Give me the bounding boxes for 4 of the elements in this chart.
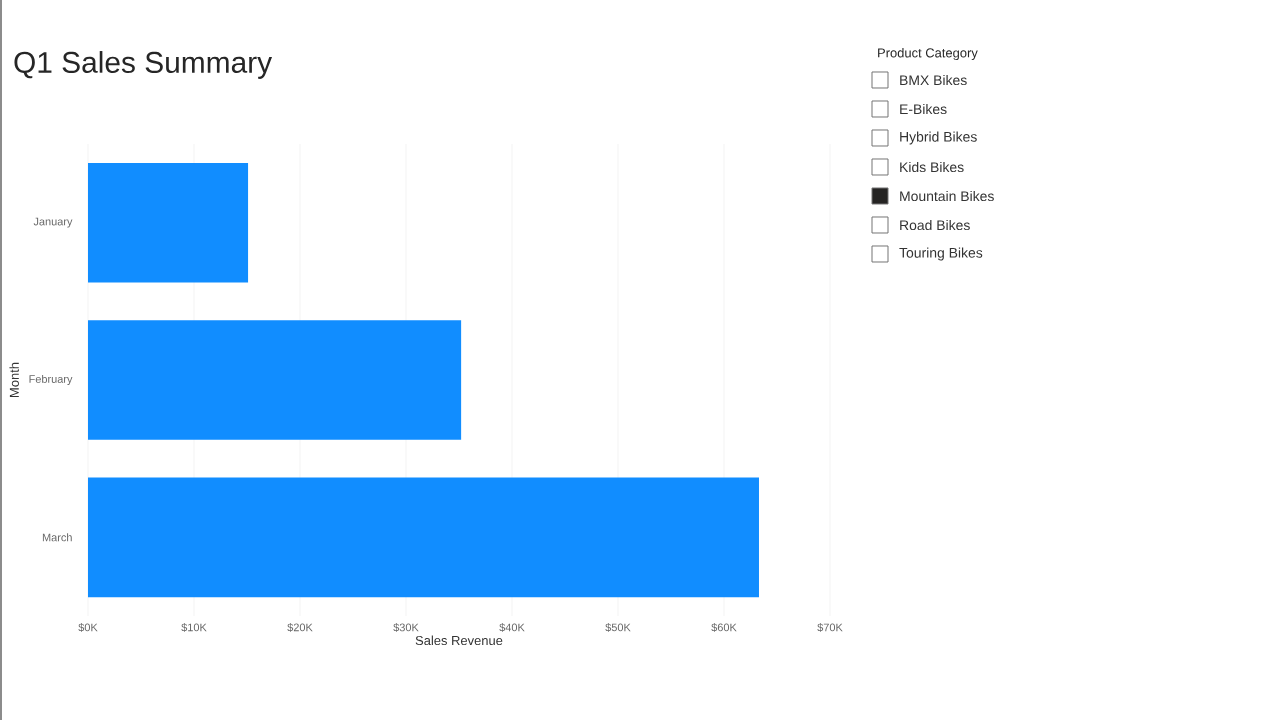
bar — [88, 477, 759, 598]
chart-title: Q1 Sales Summary — [14, 51, 273, 79]
bar — [88, 162, 249, 283]
bar — [88, 320, 462, 440]
